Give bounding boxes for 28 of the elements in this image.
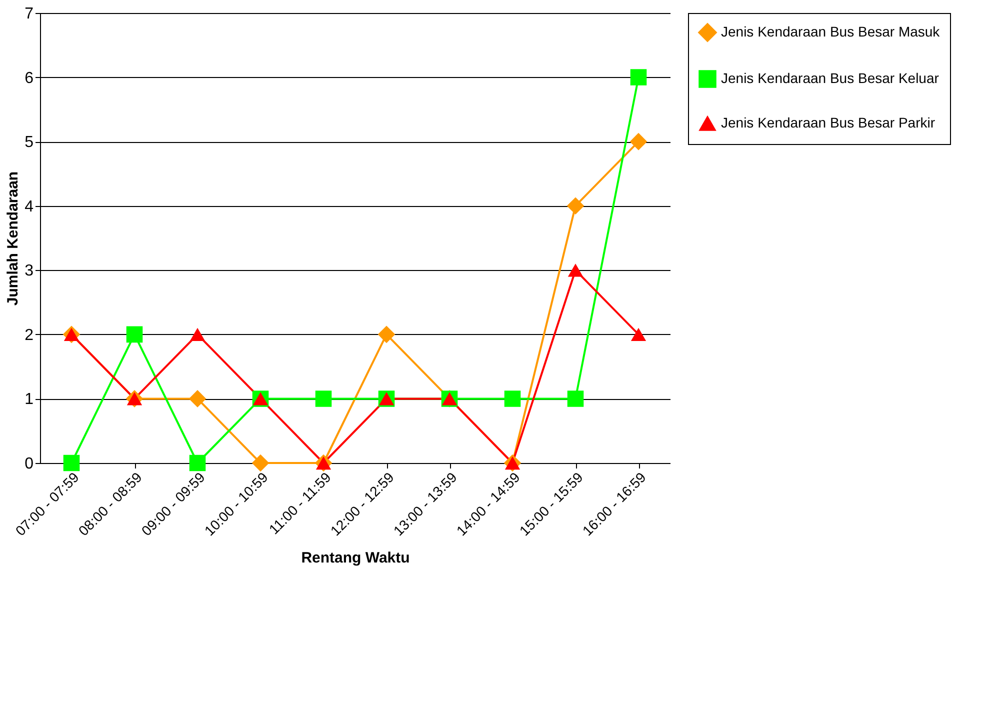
- legend-label: Jenis Kendaraan Bus Besar Parkir: [721, 114, 936, 130]
- x-axis-title: Rentang Waktu: [301, 550, 410, 567]
- point: [566, 197, 584, 215]
- point: [63, 454, 80, 472]
- point: [315, 390, 332, 407]
- point: [630, 132, 648, 150]
- point: [188, 390, 206, 408]
- y-tick-label: 0: [24, 456, 34, 472]
- y-tick-label: 4: [24, 198, 34, 216]
- point: [504, 390, 521, 407]
- y-axis-title: Jumlah Kendaraan: [4, 171, 22, 306]
- point: [126, 326, 143, 343]
- y-tick-label: 5: [24, 134, 34, 152]
- legend-label: Jenis Kendaraan Bus Besar Keluar: [721, 70, 940, 86]
- y-tick-label: 6: [24, 70, 34, 87]
- legend-label: Jenis Kendaraan Bus Besar Masuk: [721, 24, 941, 40]
- point: [378, 326, 396, 344]
- point: [568, 264, 584, 277]
- point: [190, 328, 206, 341]
- y-tick-label: 2: [24, 326, 34, 344]
- point: [189, 454, 206, 472]
- y-tick-label: 1: [24, 391, 34, 408]
- y-tick-label: 3: [24, 262, 34, 280]
- point: [630, 69, 647, 86]
- point: [630, 328, 646, 341]
- point: [567, 390, 584, 407]
- point: [252, 454, 270, 472]
- y-tick-label: 7: [24, 6, 34, 22]
